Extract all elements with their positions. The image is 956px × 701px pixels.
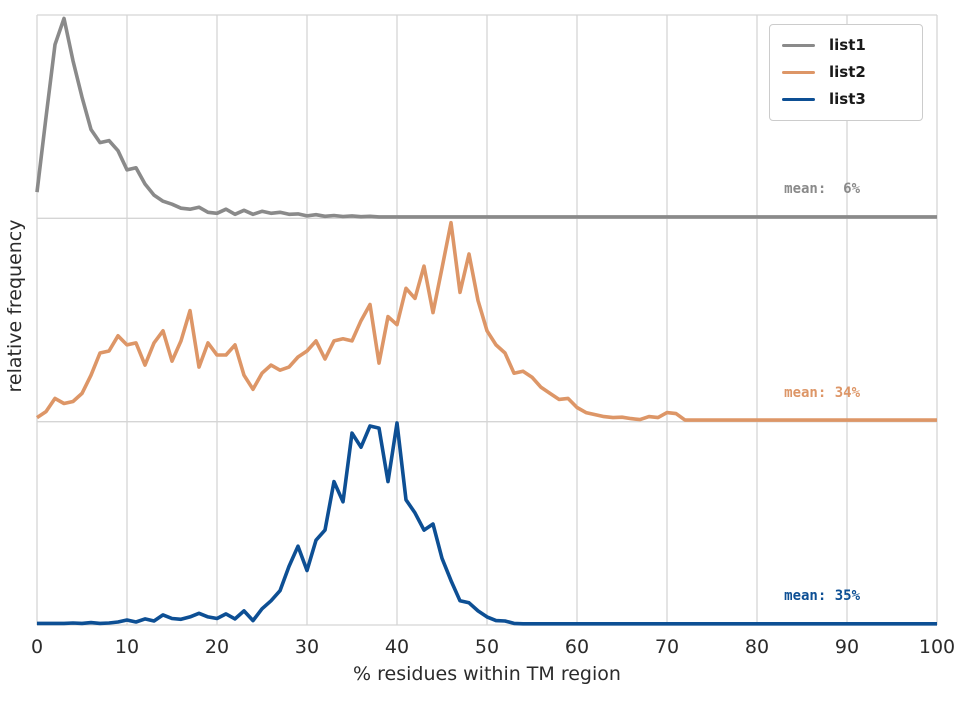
x-axis-label: % residues within TM region	[353, 663, 621, 685]
legend-line-swatch-list3	[782, 97, 815, 102]
legend-item-list3: list3	[782, 86, 910, 113]
legend-item-label: list1	[829, 36, 866, 54]
mean-annotation-list3: mean: 35%	[784, 588, 860, 604]
legend: list1 list2 list3	[769, 24, 923, 121]
x-tick-label: 90	[834, 636, 860, 658]
legend-item-list2: list2	[782, 59, 910, 86]
series-line-list2	[36, 220, 937, 422]
legend-item-label: list3	[829, 90, 866, 108]
x-tick-label: 60	[564, 636, 590, 658]
x-tick-label: 50	[474, 636, 500, 658]
series-line-list3	[37, 421, 937, 626]
x-tick-label: 10	[114, 636, 140, 658]
x-tick-label: 100	[918, 636, 956, 658]
x-tick-label: 30	[294, 636, 320, 658]
x-tick-label: 70	[654, 636, 680, 658]
y-axis-label: relative frequency	[4, 219, 26, 393]
legend-item-list1: list1	[782, 32, 910, 59]
x-tick-label: 0	[30, 636, 44, 658]
x-tick-label: 80	[744, 636, 770, 658]
series-line-list1	[35, 16, 937, 219]
mean-annotation-list2: mean: 34%	[784, 384, 860, 401]
x-tick-label: 20	[204, 636, 230, 658]
x-tick-label: 40	[384, 636, 410, 658]
mean-annotation-list1: mean: 6%	[784, 181, 860, 198]
legend-line-swatch-list1	[782, 43, 815, 48]
legend-line-swatch-list2	[782, 70, 815, 75]
legend-item-label: list2	[829, 63, 866, 81]
